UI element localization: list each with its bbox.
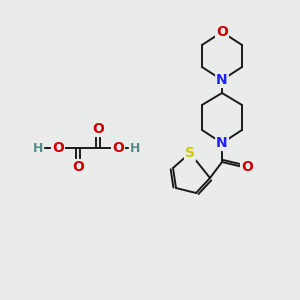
- Text: O: O: [112, 141, 124, 155]
- Text: O: O: [241, 160, 253, 174]
- Text: S: S: [185, 146, 195, 160]
- Text: N: N: [216, 136, 228, 150]
- Text: N: N: [216, 73, 228, 87]
- Text: H: H: [130, 142, 140, 154]
- Text: H: H: [33, 142, 43, 154]
- Text: O: O: [216, 25, 228, 39]
- Text: O: O: [72, 160, 84, 174]
- Text: O: O: [92, 122, 104, 136]
- Text: O: O: [52, 141, 64, 155]
